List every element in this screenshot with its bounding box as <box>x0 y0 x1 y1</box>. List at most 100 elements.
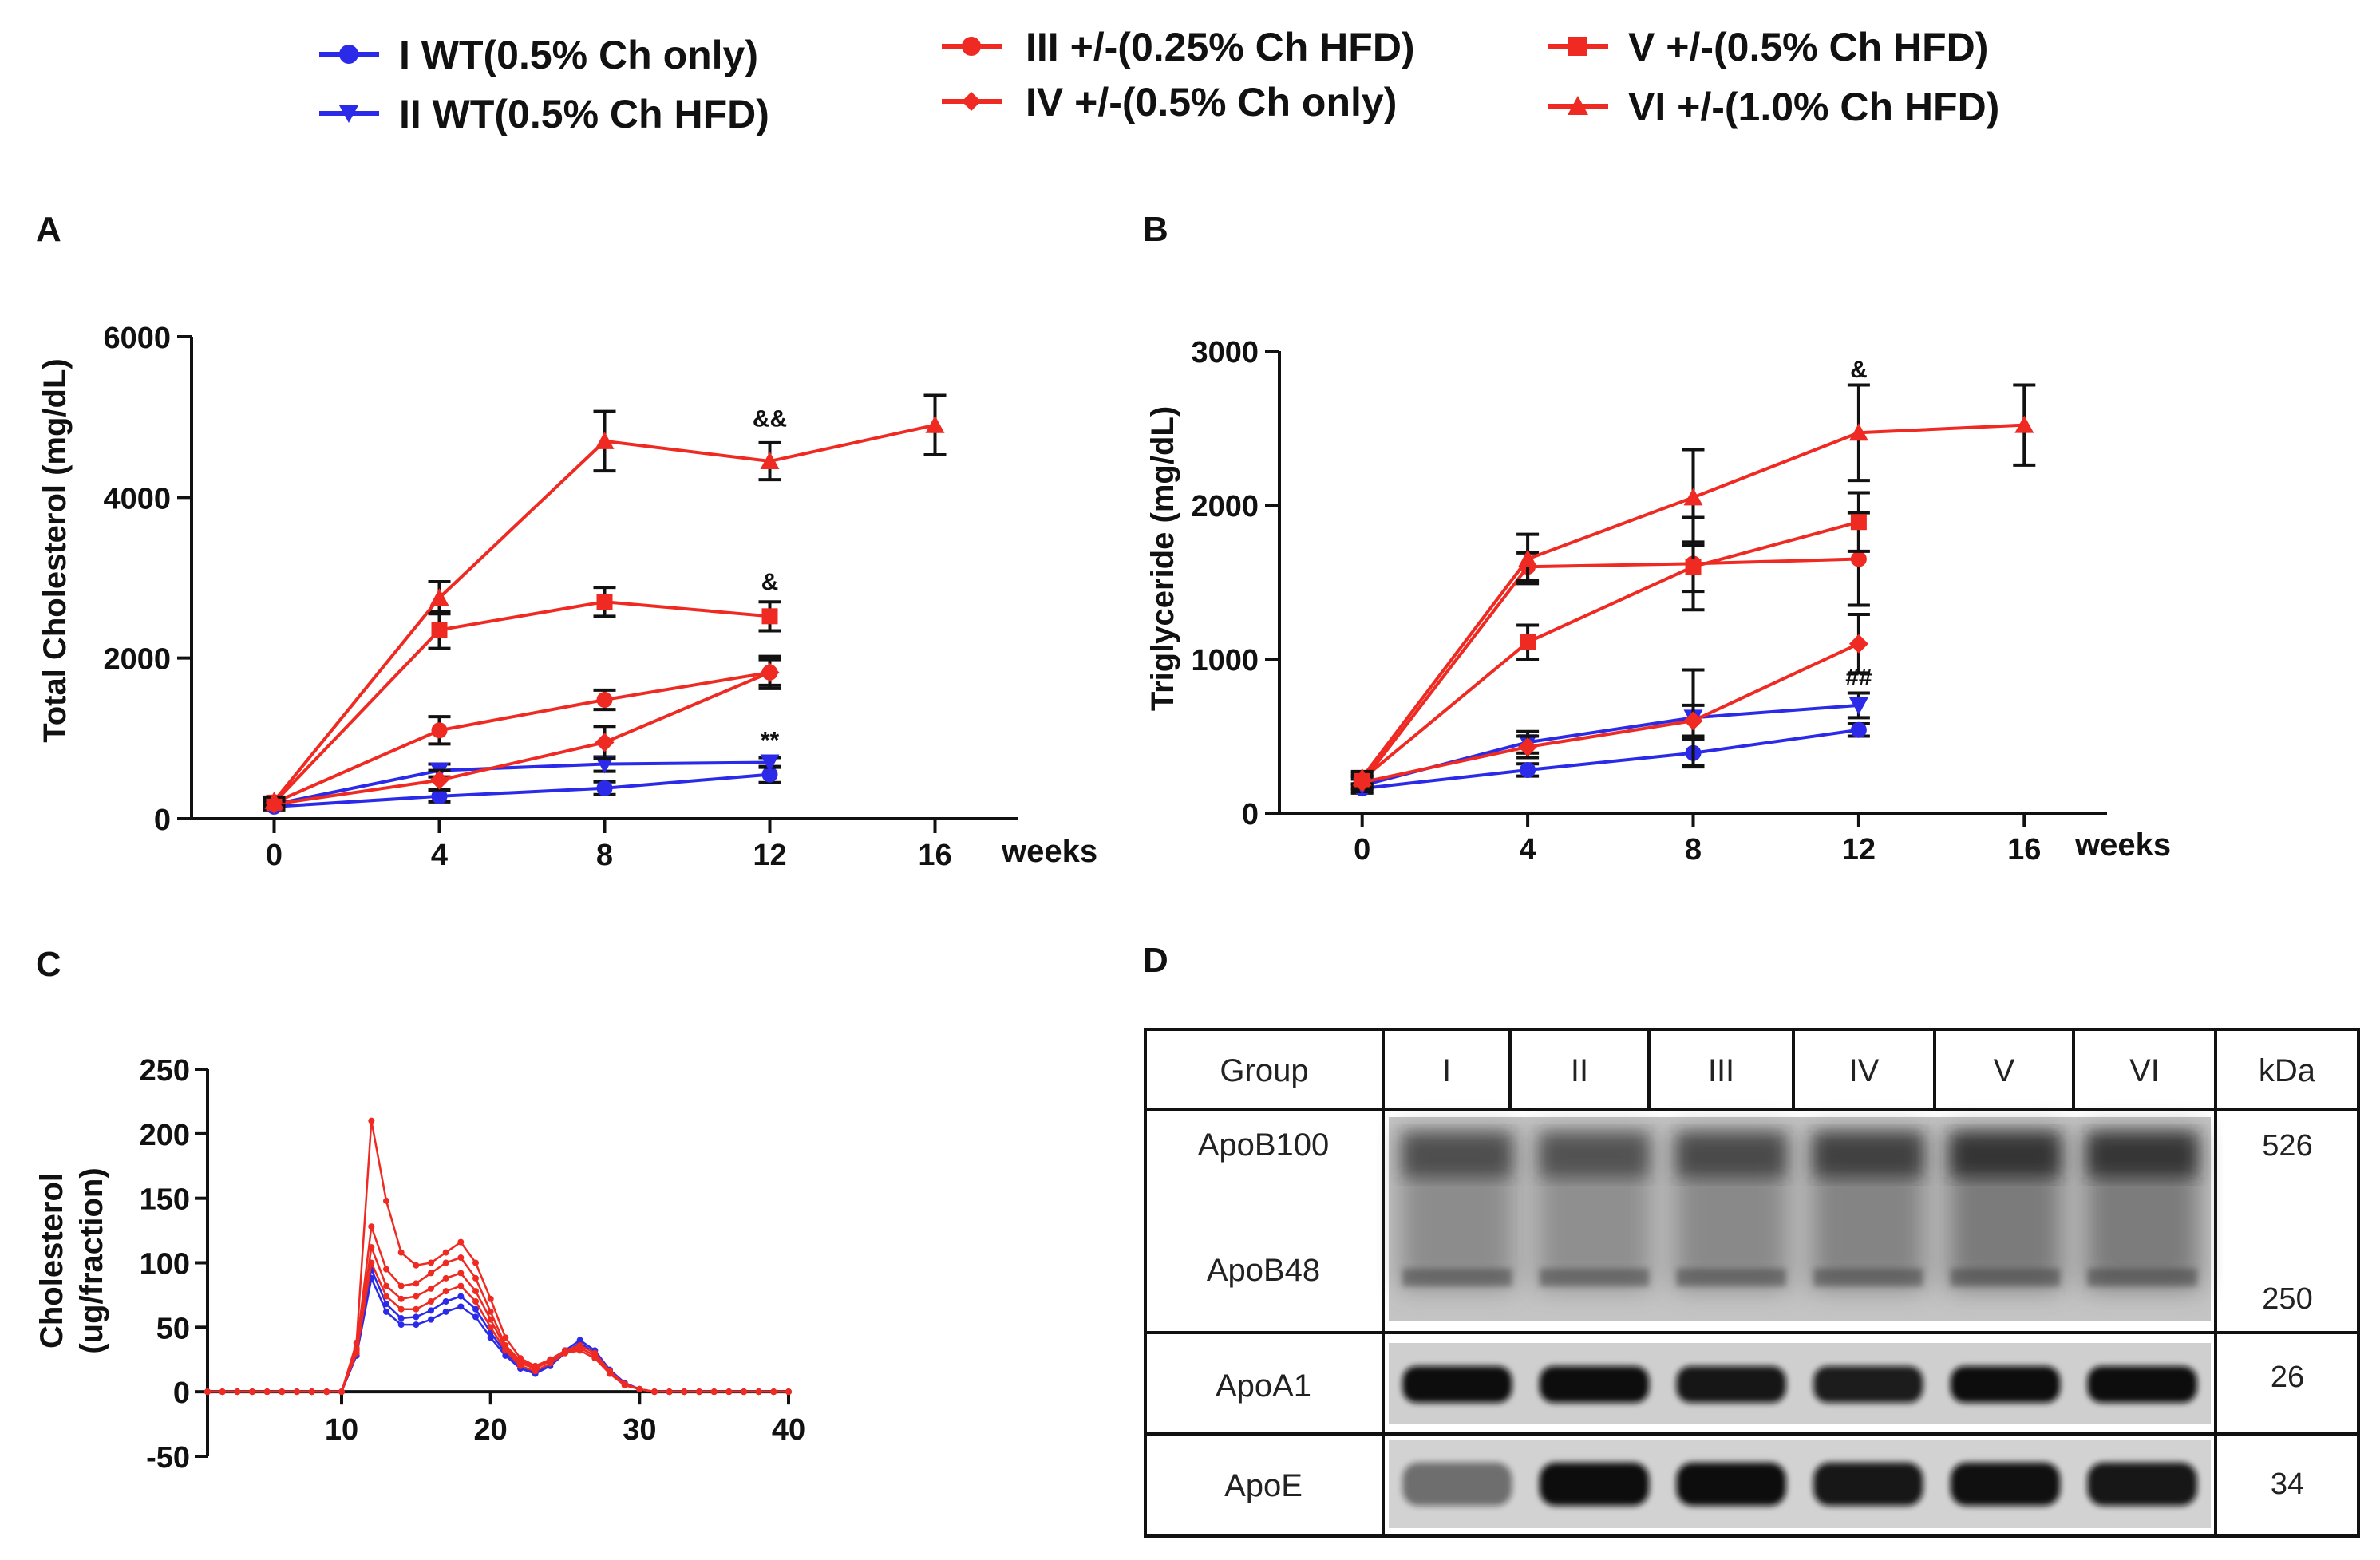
chart-c-data-point <box>741 1388 747 1396</box>
chart-c-y-tick-label: 250 <box>140 1054 190 1088</box>
chart-a-data-point <box>429 588 449 606</box>
row-label-apoa1: ApoA1 <box>1216 1368 1311 1404</box>
chart-c-data-point <box>472 1313 479 1321</box>
table-header-cell: III <box>1708 1053 1734 1088</box>
chart-lipoprotein-profile: -50 0 50 100 150 200 250 10 20 30 40 Cholesterol (… <box>34 1054 805 1475</box>
chart-b-data-point <box>1848 634 1868 654</box>
legend-label: IV +/-(0.5% Ch only) <box>1026 80 1397 124</box>
chart-a-data-point <box>761 766 778 783</box>
chart-c-data-point <box>397 1295 405 1302</box>
chart-b-data-point <box>1518 737 1538 757</box>
chart-c-series-6 <box>204 1117 792 1396</box>
blot-band-apob100 <box>1402 1133 1512 1177</box>
chart-c-data-point <box>383 1301 389 1308</box>
blot-band-apoa1 <box>1539 1366 1650 1403</box>
chart-c-x-tick-label: 20 <box>474 1413 508 1447</box>
blot-background-apob <box>1389 1117 2211 1321</box>
chart-a-data-point <box>596 594 613 610</box>
chart-a-series-line <box>273 600 770 804</box>
legend: I WT(0.5% Ch only) II WT(0.5% Ch HFD) II… <box>319 25 1999 136</box>
chart-b-x-axis-label: weeks <box>2074 827 2171 863</box>
blot-background-apoe <box>1389 1440 2211 1528</box>
legend-marker-square <box>1568 37 1587 56</box>
legend-item-4: IV +/-(0.5% Ch only) <box>942 80 1397 124</box>
blot-band-apoa1 <box>1676 1366 1786 1403</box>
chart-c-data-point <box>576 1347 583 1354</box>
legend-label: II WT(0.5% Ch HFD) <box>399 92 769 136</box>
chart-a-data-point <box>925 415 945 433</box>
chart-c-data-point <box>472 1259 479 1266</box>
blot-band-apoe <box>1539 1463 1650 1506</box>
chart-b-data-point <box>1850 514 1867 531</box>
chart-c-data-point <box>428 1307 434 1314</box>
chart-b-x-tick-label: 12 <box>1842 833 1876 867</box>
legend-label: V +/-(0.5% Ch HFD) <box>1628 25 1988 69</box>
chart-b-annotation: ## <box>1845 665 1872 691</box>
blot-band-apoe <box>1402 1463 1512 1506</box>
chart-b-data-point <box>1850 551 1867 567</box>
chart-c-data-point <box>472 1305 479 1313</box>
chart-a-data-point <box>431 788 448 804</box>
chart-b-data-point <box>1352 768 1372 786</box>
chart-c-data-point <box>710 1388 718 1396</box>
chart-c-data-point <box>457 1270 465 1277</box>
chart-c-data-point <box>502 1341 509 1349</box>
legend-label: III +/-(0.25% Ch HFD) <box>1026 25 1415 69</box>
chart-a-y-axis-label: Total Cholesterol (mg/dL) <box>38 358 73 742</box>
chart-a-y-tick-label: 6000 <box>103 322 171 355</box>
chart-a-series-line <box>274 772 770 808</box>
blot-band-apob48 <box>1950 1269 2061 1286</box>
chart-c-data-point <box>368 1117 375 1124</box>
chart-b-y-tick-label: 3000 <box>1191 336 1259 369</box>
chart-a-data-point <box>596 692 613 709</box>
chart-a-data-point <box>760 452 780 470</box>
chart-c-data-point <box>397 1305 405 1313</box>
chart-c-data-point <box>368 1259 375 1266</box>
chart-c-data-point <box>487 1316 494 1323</box>
chart-b-x-tick-label: 16 <box>2007 833 2041 867</box>
chart-c-data-point <box>428 1259 434 1266</box>
chart-a-data-point <box>760 754 780 772</box>
chart-c-data-point <box>576 1337 583 1344</box>
chart-c-data-point <box>368 1223 375 1230</box>
chart-c-data-point <box>383 1197 389 1204</box>
chart-c-data-point <box>532 1362 539 1369</box>
blot-band-apoa1 <box>1950 1366 2061 1403</box>
blot-band-apob100 <box>1676 1133 1786 1177</box>
chart-c-data-point <box>413 1262 420 1269</box>
table-header-cell: kDa <box>2259 1053 2316 1088</box>
chart-c-data-point <box>725 1388 733 1396</box>
chart-b-data-point <box>1518 549 1538 567</box>
chart-c-data-point <box>249 1388 255 1396</box>
chart-c-series-line <box>208 1120 789 1393</box>
chart-c-y-tick-label: 150 <box>140 1183 190 1217</box>
chart-c-x-tick-label: 30 <box>623 1413 656 1447</box>
chart-b-axes: 0 1000 2000 3000 0 4 8 12 16 <box>1191 336 2107 867</box>
blot-band-apoe <box>2087 1463 2197 1506</box>
legend-item-1: I WT(0.5% Ch only) <box>319 33 758 77</box>
kda-label-26: 26 <box>2271 1361 2304 1394</box>
panel-letter-d: D <box>1143 941 1168 980</box>
chart-c-data-point <box>517 1355 524 1362</box>
chart-a-y-tick-label: 4000 <box>103 482 171 515</box>
chart-c-data-point <box>428 1285 434 1292</box>
chart-c-y-tick-label: -50 <box>146 1441 190 1475</box>
chart-c-data-point <box>681 1388 688 1396</box>
table-header-cell: VI <box>2129 1053 2160 1088</box>
chart-c-data-point <box>204 1388 211 1396</box>
chart-a-data-point <box>595 431 615 449</box>
kda-label-526: 526 <box>2262 1129 2312 1163</box>
chart-c-data-point <box>591 1355 599 1362</box>
chart-b-x-tick-label: 4 <box>1520 833 1536 867</box>
chart-a-x-axis-label: weeks <box>1001 834 1097 869</box>
chart-b-data-point <box>1520 761 1536 778</box>
chart-c-y-tick-label: 0 <box>173 1376 190 1410</box>
chart-c-x-tick-label: 40 <box>772 1413 805 1447</box>
chart-c-data-point <box>413 1293 420 1300</box>
chart-a-x-tick-label: 12 <box>753 839 786 872</box>
row-label-apob48: ApoB48 <box>1207 1253 1320 1288</box>
chart-c-data-point <box>487 1324 494 1331</box>
chart-c-data-point <box>487 1295 494 1302</box>
